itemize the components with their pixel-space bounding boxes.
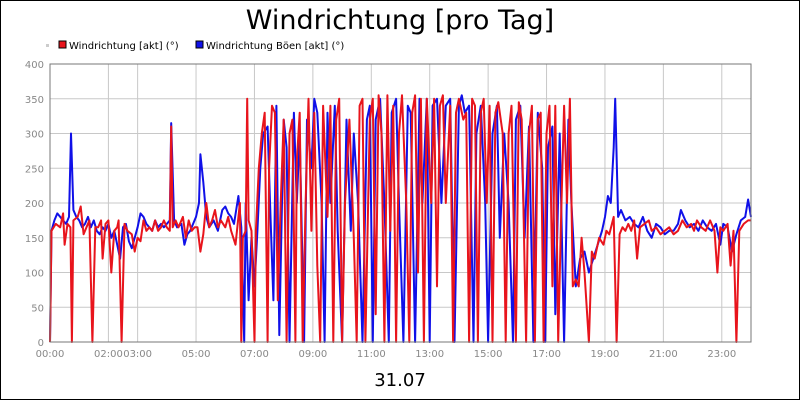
plot-border xyxy=(49,63,752,343)
legend-marker-icon xyxy=(46,44,49,47)
legend-swatch xyxy=(195,40,204,49)
y-tick-label: 150 xyxy=(25,234,44,245)
y-tick-label: 250 xyxy=(25,164,44,175)
x-tick-label: 11:00 xyxy=(357,349,386,360)
x-tick-label: 17:00 xyxy=(532,349,561,360)
x-tick-label: 03:00 xyxy=(123,349,152,360)
x-tick-label: 00:00 xyxy=(36,349,65,360)
x-tick-label: 07:00 xyxy=(240,349,269,360)
y-tick-label: 200 xyxy=(25,199,44,210)
y-axis: 0 50 100 150 200 250 300 350 400 xyxy=(25,60,44,349)
y-tick-label: 50 xyxy=(31,303,44,314)
y-tick-label: 350 xyxy=(25,95,44,106)
legend: Windrichtung [akt] (°) Windrichtung Böen… xyxy=(46,40,344,52)
x-tick-label: 21:00 xyxy=(649,349,678,360)
chart-title: Windrichtung [pro Tag] xyxy=(246,5,554,36)
series-line-0 xyxy=(49,94,751,343)
date-label: 31.07 xyxy=(374,370,426,391)
x-tick-label: 13:00 xyxy=(415,349,444,360)
y-tick-label: 100 xyxy=(25,269,44,280)
x-axis: 00:00 02:00 03:00 05:00 07:00 09:00 11:00 13:00… xyxy=(36,349,737,360)
x-tick-label: 09:00 xyxy=(298,349,327,360)
y-tick-label: 400 xyxy=(25,60,44,71)
legend-label: Windrichtung Böen [akt] (°) xyxy=(206,41,344,52)
x-tick-label: 15:00 xyxy=(474,349,503,360)
x-tick-label: 19:00 xyxy=(591,349,620,360)
legend-label: Windrichtung [akt] (°) xyxy=(69,41,179,52)
x-tick-label: 02:00 xyxy=(94,349,123,360)
series-layer xyxy=(49,63,752,343)
y-tick-label: 0 xyxy=(38,338,44,349)
x-tick-label: 05:00 xyxy=(182,349,211,360)
legend-item-0: Windrichtung [akt] (°) xyxy=(58,40,179,52)
x-tick-label: 23:00 xyxy=(707,349,736,360)
legend-item-1: Windrichtung Böen [akt] (°) xyxy=(195,40,344,52)
y-tick-label: 300 xyxy=(25,130,44,141)
legend-swatch xyxy=(58,40,67,49)
